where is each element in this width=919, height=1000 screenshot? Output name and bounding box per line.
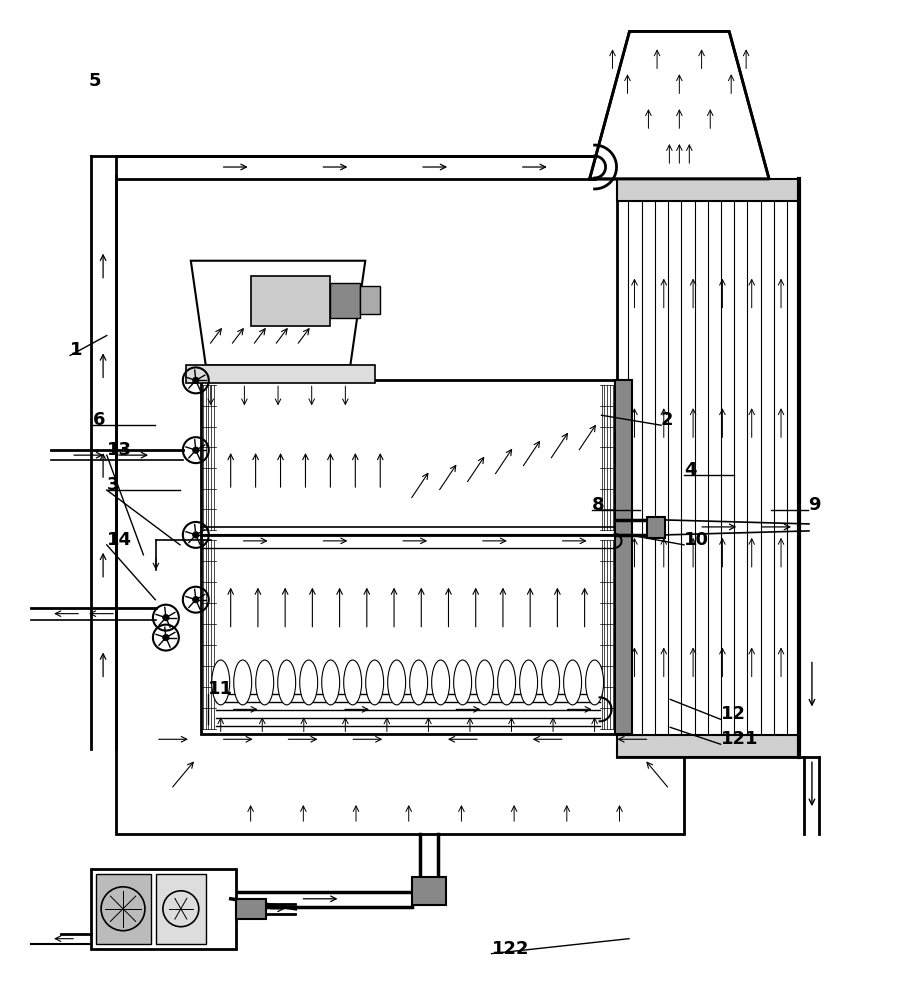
- Ellipse shape: [519, 660, 538, 705]
- Text: 6: 6: [93, 411, 106, 429]
- Text: 122: 122: [492, 940, 529, 958]
- Ellipse shape: [388, 660, 405, 705]
- Ellipse shape: [476, 660, 494, 705]
- Polygon shape: [191, 261, 365, 365]
- Bar: [615, 535, 632, 734]
- Text: 121: 121: [720, 730, 758, 748]
- Text: 14: 14: [107, 531, 131, 549]
- Circle shape: [193, 532, 199, 538]
- Ellipse shape: [300, 660, 318, 705]
- Circle shape: [163, 634, 169, 641]
- Bar: [331, 283, 360, 318]
- Bar: [200, 535, 615, 734]
- Bar: [96, 874, 151, 944]
- Text: 13: 13: [107, 441, 131, 459]
- Polygon shape: [590, 31, 769, 179]
- Bar: [617, 179, 799, 201]
- Ellipse shape: [344, 660, 362, 705]
- Circle shape: [193, 447, 199, 453]
- Text: 8: 8: [593, 496, 605, 514]
- Text: 10: 10: [684, 531, 709, 549]
- Bar: [615, 380, 632, 535]
- Bar: [617, 735, 799, 757]
- Bar: [647, 517, 665, 538]
- Bar: [156, 874, 206, 944]
- Text: 9: 9: [808, 496, 820, 514]
- Ellipse shape: [585, 660, 604, 705]
- Ellipse shape: [432, 660, 449, 705]
- Bar: [235, 899, 266, 919]
- Bar: [91, 869, 235, 949]
- Text: 1: 1: [70, 341, 83, 359]
- Circle shape: [163, 614, 169, 621]
- Ellipse shape: [410, 660, 427, 705]
- Ellipse shape: [366, 660, 383, 705]
- Ellipse shape: [211, 660, 230, 705]
- Text: 11: 11: [208, 680, 233, 698]
- Bar: [251, 276, 331, 326]
- Ellipse shape: [454, 660, 471, 705]
- Bar: [412, 877, 446, 905]
- Ellipse shape: [498, 660, 516, 705]
- Ellipse shape: [233, 660, 252, 705]
- Bar: [200, 380, 615, 535]
- Text: 2: 2: [661, 411, 674, 429]
- Text: 4: 4: [684, 461, 697, 479]
- Bar: [360, 286, 380, 314]
- Ellipse shape: [322, 660, 340, 705]
- Text: 3: 3: [107, 476, 119, 494]
- Bar: [186, 365, 375, 383]
- Ellipse shape: [541, 660, 560, 705]
- Ellipse shape: [278, 660, 296, 705]
- Circle shape: [193, 377, 199, 384]
- Bar: [116, 156, 685, 834]
- Bar: [617, 179, 799, 757]
- Ellipse shape: [563, 660, 582, 705]
- Text: 5: 5: [88, 72, 101, 90]
- Ellipse shape: [255, 660, 274, 705]
- Circle shape: [193, 596, 199, 603]
- Text: 12: 12: [720, 705, 745, 723]
